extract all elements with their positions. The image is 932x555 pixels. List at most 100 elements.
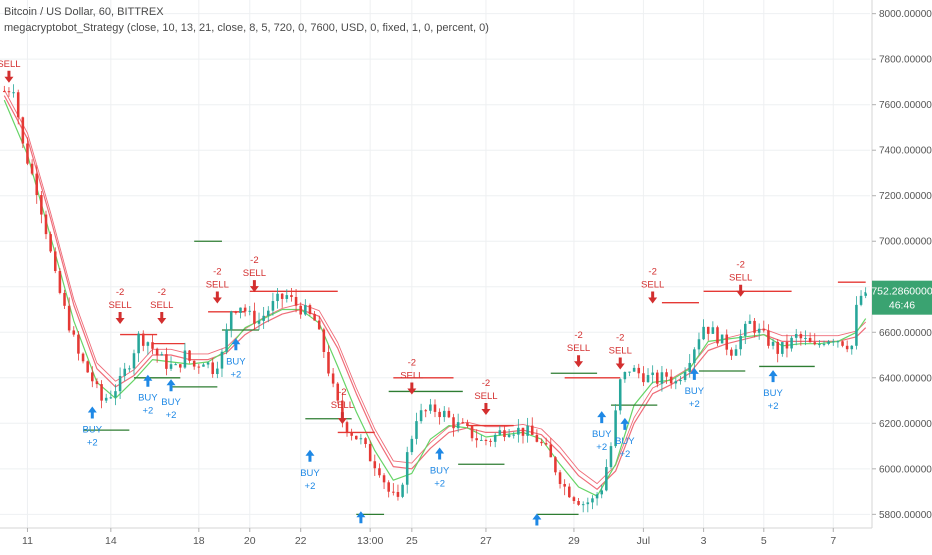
- candle-body: [494, 435, 497, 442]
- candle-body: [128, 368, 131, 369]
- candle-body: [471, 426, 474, 438]
- candle-body: [332, 373, 335, 383]
- candle-body: [795, 334, 798, 338]
- candle-body: [656, 373, 659, 384]
- candle-body: [45, 215, 48, 235]
- candle-body: [123, 369, 126, 376]
- candle-body: [96, 381, 99, 384]
- candle-body: [299, 306, 302, 315]
- buy-signal-label: BUY: [763, 388, 783, 399]
- candle-body: [642, 373, 645, 382]
- time-axis-label: Jul: [637, 535, 650, 547]
- time-axis-label: 22: [295, 535, 307, 547]
- price-axis-label: 7600.00000000: [879, 100, 932, 111]
- candle-body: [637, 368, 640, 373]
- sell-signal-label: SELL: [243, 268, 266, 279]
- sell-signal-label: SELL: [206, 280, 229, 291]
- candle-body: [401, 485, 404, 497]
- buy-signal-label: BUY: [430, 466, 450, 477]
- candle-body: [86, 361, 89, 372]
- candle-body: [31, 164, 34, 174]
- candle-body: [248, 311, 251, 312]
- price-axis-label: 8000.00000000: [879, 9, 932, 20]
- candle-body: [91, 372, 94, 381]
- buy-signal-quantity: +2: [142, 406, 153, 417]
- candle-body: [147, 342, 150, 346]
- candle-body: [221, 352, 224, 369]
- candle-body: [364, 438, 367, 444]
- candle-body: [591, 498, 594, 502]
- candle-body: [522, 428, 525, 436]
- time-axis-label: 3: [701, 535, 707, 547]
- candle-body: [855, 305, 858, 346]
- candle-body: [730, 350, 733, 356]
- buy-signal-label: BUY: [615, 436, 635, 447]
- price-axis-label: 6600.00000000: [879, 328, 932, 339]
- price-axis-label: 6400.00000000: [879, 373, 932, 384]
- candle-body: [679, 380, 682, 381]
- candle-body: [448, 411, 451, 417]
- candle-body: [466, 423, 469, 426]
- candle-body: [429, 404, 432, 410]
- candle-body: [624, 372, 627, 379]
- buy-signal-label: BUY: [161, 397, 181, 408]
- sell-signal-quantity: -2: [158, 287, 166, 298]
- time-axis-panel[interactable]: [0, 528, 872, 550]
- time-axis-label: 29: [568, 535, 580, 547]
- sell-signal-label: SELL: [609, 346, 632, 357]
- candle-body: [309, 305, 312, 314]
- candle-body: [207, 362, 210, 364]
- candle-body: [193, 361, 196, 367]
- candle-body: [443, 411, 446, 417]
- candle-body: [100, 384, 103, 401]
- candle-body: [758, 329, 761, 333]
- strategy-title[interactable]: megacryptobot_Strategy (close, 10, 13, 2…: [4, 20, 489, 36]
- candle-body: [202, 365, 205, 367]
- candle-body: [54, 251, 57, 271]
- candle-body: [536, 435, 539, 442]
- candle-body: [499, 430, 502, 435]
- candle-body: [693, 349, 696, 363]
- buy-signal-label: BUY: [300, 468, 320, 479]
- sell-signal-quantity: -2: [408, 358, 416, 369]
- sell-signal-label: SELL: [108, 300, 131, 311]
- candle-body: [610, 446, 613, 467]
- candle-body: [670, 377, 673, 384]
- sell-signal-label: SELL: [474, 391, 497, 402]
- sell-signal-label: SELL: [641, 280, 664, 291]
- candle-body: [281, 294, 284, 299]
- candle-body: [63, 293, 66, 306]
- candle-body: [818, 344, 821, 345]
- current-price-value: 6752.28600000: [866, 286, 932, 298]
- candle-body: [211, 362, 214, 374]
- candle-body: [628, 372, 631, 373]
- price-axis-label: 5800.00000000: [879, 510, 932, 521]
- candle-body: [253, 311, 256, 324]
- candle-body: [235, 311, 238, 313]
- candle-body: [420, 410, 423, 421]
- candle-body: [749, 321, 752, 324]
- candle-body: [512, 435, 515, 436]
- candle-body: [286, 295, 289, 299]
- candle-body: [545, 443, 548, 444]
- candle-body: [721, 335, 724, 344]
- candle-body: [508, 435, 511, 437]
- candle-body: [156, 349, 159, 356]
- buy-signal-quantity: +2: [305, 481, 316, 492]
- sell-signal-quantity: -2: [116, 287, 124, 298]
- buy-signal-quantity: +2: [619, 449, 630, 460]
- candle-body: [517, 428, 520, 435]
- sell-signal-label: SELL: [150, 300, 173, 311]
- candle-body: [170, 364, 173, 369]
- price-axis-panel[interactable]: [872, 0, 932, 528]
- candle-body: [295, 297, 298, 306]
- price-axis-label: 7400.00000000: [879, 146, 932, 157]
- candle-body: [675, 381, 678, 383]
- buy-signal-quantity: +2: [87, 438, 98, 449]
- symbol-title[interactable]: Bitcoin / US Dollar, 60, BITTREX: [4, 4, 489, 20]
- candle-body: [554, 457, 557, 472]
- candle-body: [781, 342, 784, 354]
- time-axis-label: 11: [22, 535, 33, 547]
